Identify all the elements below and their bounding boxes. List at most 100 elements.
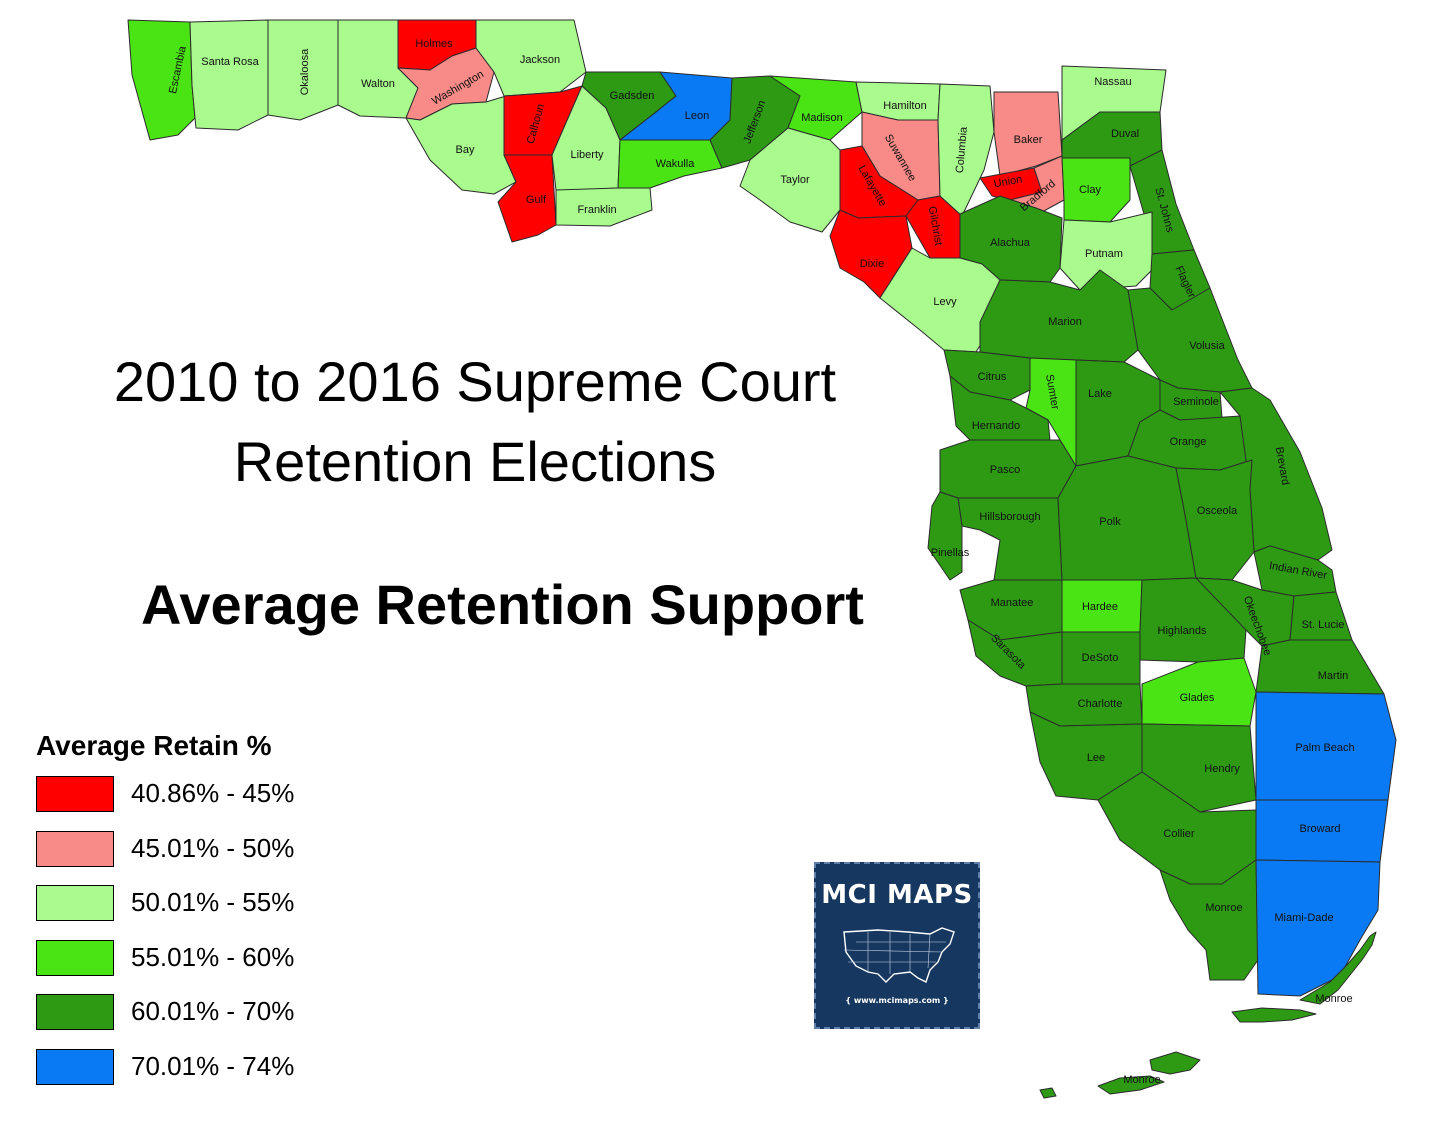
legend-label: 55.01% - 60% [131,941,295,972]
legend-item: 70.01% - 74% [36,1048,294,1104]
county-monroe-keys [1097,1075,1165,1095]
county-label-citrus: Citrus [978,371,1007,383]
county-label-union: Union [993,174,1023,191]
county-columbia [937,83,995,217]
county-label-alachua: Alachua [990,237,1031,249]
county-label-franklin: Franklin [577,204,616,216]
county-label-hillsborough: Hillsborough [979,511,1040,523]
county-label-volusia: Volusia [1189,340,1225,352]
county-label-hendry: Hendry [1204,763,1240,775]
county-label-pasco: Pasco [990,464,1021,476]
county-label-st-lucie: St. Lucie [1302,619,1345,631]
county-label-baker: Baker [1014,134,1043,146]
logo-wordmark: MCI MAPS [821,880,973,910]
county-label-broward: Broward [1300,823,1341,835]
county-martin [1255,639,1385,695]
county-escambia [127,19,196,141]
county-label-marion: Marion [1048,316,1082,328]
legend-item: 40.86% - 45% [36,776,294,831]
keys-label-monroe: Monroe [1315,993,1352,1005]
county-label-duval: Duval [1111,128,1139,140]
county-label-lee: Lee [1087,752,1105,764]
map-title-line-2: Retention Elections [233,430,717,493]
county-palm-beach [1255,691,1397,801]
legend-item: 50.01% - 55% [36,885,294,940]
county-label-columbia: Columbia [954,125,970,173]
legend-item: 45.01% - 50% [36,830,294,886]
county-pinellas [927,491,963,581]
county-gulf [497,154,557,243]
county-label-santa-rosa: Santa Rosa [201,56,259,68]
legend-item: 60.01% - 70% [36,994,294,1049]
county-label-bay: Bay [456,144,475,156]
county-label-gulf: Gulf [526,194,547,206]
county-label-levy: Levy [933,296,957,308]
county-label-charlotte: Charlotte [1078,698,1123,710]
county-label-liberty: Liberty [570,149,604,161]
keys-label-monroe: Monroe [1123,1074,1160,1086]
county-label-putnam: Putnam [1085,248,1123,260]
county-label-desoto: DeSoto [1082,652,1119,664]
legend-swatch [36,1048,114,1085]
county-label-seminole: Seminole [1173,396,1219,408]
map-title-line-1: 2010 to 2016 Supreme Court [113,350,837,413]
county-monroe-keys [1299,931,1377,1005]
mci-maps-logo: MCI MAPS { www.mcimaps.com } [814,862,980,1029]
county-label-lake: Lake [1088,388,1112,400]
county-label-glades: Glades [1180,692,1215,704]
county-hendry [1141,723,1257,813]
county-santa-rosa [189,19,269,131]
county-label-dixie: Dixie [860,258,884,270]
us-map-icon [843,927,955,983]
legend-label: 45.01% - 50% [131,832,295,863]
county-label-walton: Walton [361,78,395,90]
county-label-gadsden: Gadsden [610,90,655,102]
county-hernando [949,375,1051,441]
county-baker [993,91,1063,177]
county-st-lucie [1289,591,1353,641]
county-monroe-keys [1149,1051,1201,1075]
legend-swatch [36,885,114,921]
county-label-orange: Orange [1170,436,1207,448]
legend-label: 60.01% - 70% [131,996,295,1026]
county-monroe [1159,859,1259,981]
legend-swatch [36,939,114,976]
map-subtitle: Average Retention Support [141,573,864,636]
legend-title: Average Retain % [36,730,272,761]
county-label-manatee: Manatee [991,597,1034,609]
county-label-martin: Martin [1318,670,1349,682]
county-label-nassau: Nassau [1094,76,1131,88]
county-label-taylor: Taylor [780,174,810,186]
county-okaloosa [267,19,339,121]
county-label-miami-dade: Miami-Dade [1274,912,1333,924]
county-label-wakulla: Wakulla [656,158,696,170]
legend-swatch [36,776,114,812]
county-label-polk: Polk [1099,516,1121,528]
county-label-madison: Madison [801,112,843,124]
legend-swatch [36,830,114,867]
county-label-hardee: Hardee [1082,601,1118,613]
county-monroe-keys [1039,1087,1057,1099]
county-label-clay: Clay [1079,184,1102,196]
county-label-osceola: Osceola [1197,505,1238,517]
county-putnam [1059,211,1153,291]
legend-label: 70.01% - 74% [131,1050,295,1081]
logo-url: { www.mcimaps.com } [845,996,949,1005]
county-monroe-keys [1231,1007,1317,1023]
county-label-palm-beach: Palm Beach [1295,742,1354,754]
county-label-leon: Leon [685,110,709,122]
county-label-highlands: Highlands [1158,625,1207,637]
county-label-collier: Collier [1163,828,1195,840]
legend-swatch [36,994,114,1030]
county-polk [1057,455,1197,581]
county-label-monroe: Monroe [1205,902,1242,914]
county-label-holmes: Holmes [415,38,453,50]
legend-label: 50.01% - 55% [131,887,295,917]
legend-item: 55.01% - 60% [36,939,294,995]
county-label-hamilton: Hamilton [883,100,926,112]
county-label-hernando: Hernando [972,420,1020,432]
county-miami-dade [1255,859,1381,997]
legend: Average Retain % 40.86% - 45% 45.01% - 5… [36,730,294,1104]
